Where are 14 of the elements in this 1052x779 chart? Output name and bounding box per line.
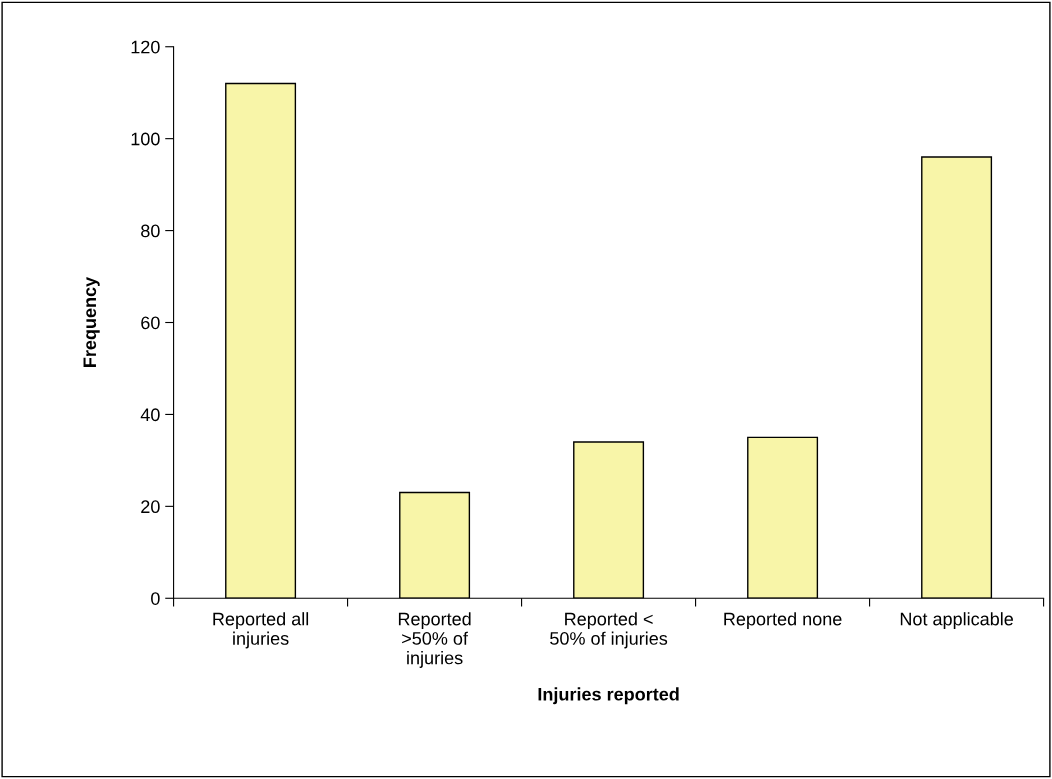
- y-tick-label: 120: [131, 40, 160, 54]
- y-tick-label: 0: [151, 592, 160, 605]
- x-tick-label: Not applicable: [900, 612, 1013, 629]
- y-tick-label: 80: [141, 224, 160, 238]
- y-tick-label: 40: [140, 408, 160, 422]
- y-tick-label: 100: [131, 132, 160, 146]
- y-tick-label: 20: [141, 500, 160, 514]
- x-tick-label: Reported none: [724, 612, 842, 629]
- x-tick-label: Reported >50% of injuries: [398, 612, 471, 668]
- x-tick-label: Reported < 50% of injuries: [550, 612, 668, 649]
- x-axis-title: Injuries reported: [538, 687, 679, 705]
- y-axis-title: Frequency: [83, 276, 100, 367]
- x-tick-label: Reported all injuries: [213, 612, 309, 649]
- y-tick-label: 60: [141, 316, 160, 330]
